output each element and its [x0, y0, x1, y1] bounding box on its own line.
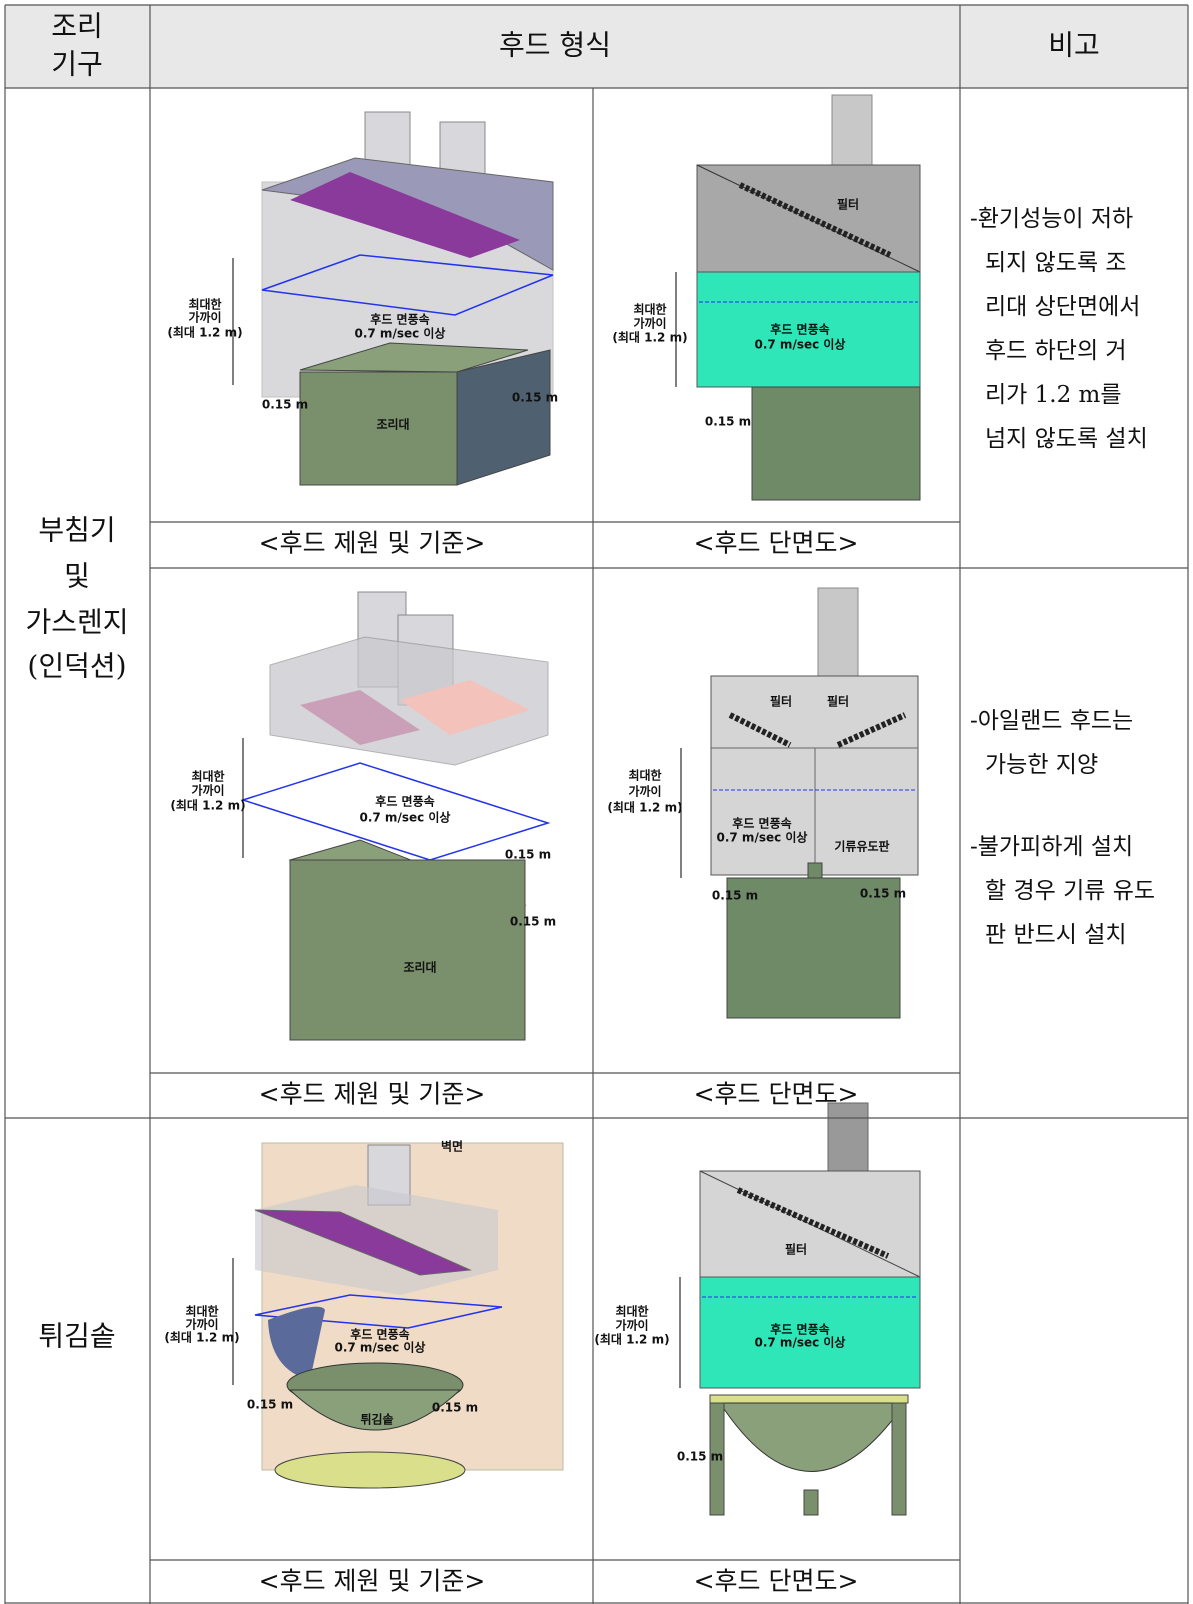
- diagram-label: 최대한: [191, 769, 224, 784]
- diagram-label: 후드 면풍속: [770, 1322, 829, 1337]
- remark-text: 넘지 않도록 설치: [985, 426, 1148, 452]
- header-cell: 조리: [51, 10, 103, 43]
- diagram-label: (최대 1.2 m): [607, 800, 682, 815]
- diagram-label: 최대한: [628, 768, 661, 783]
- diagram-label: 후드 면풍속: [770, 322, 829, 337]
- table-grid: [4, 4, 1189, 1604]
- diagram-label: 0.15 m: [262, 398, 308, 412]
- diagram-label: (최대 1.2 m): [170, 798, 245, 813]
- equipment-name: (인덕션): [27, 650, 126, 683]
- remark-text: 가능한 지양: [985, 752, 1098, 778]
- equipment-name: 및: [64, 560, 90, 593]
- diagram-label: 최대한: [615, 1304, 648, 1319]
- diagram-label: 후드 면풍속: [350, 1327, 409, 1342]
- remark-text: -환기성능이 저하: [970, 206, 1133, 232]
- diagram-label: 0.7 m/sec 이상: [355, 326, 446, 341]
- diagram-label: 0.7 m/sec 이상: [755, 337, 846, 352]
- diagram-label: 기류유도판: [834, 839, 889, 854]
- panel-caption: <후드 단면도>: [694, 529, 859, 558]
- diagram-label: 필터: [770, 694, 792, 709]
- header-cell: 후드 형식: [499, 29, 611, 62]
- diagram-label: 후드 면풍속: [375, 794, 434, 809]
- diagram-label: 최대한: [185, 1304, 218, 1319]
- diagram-label: 0.7 m/sec 이상: [335, 1340, 426, 1355]
- diagram-label: 0.7 m/sec 이상: [755, 1335, 846, 1350]
- diagram-label: 가까이: [191, 783, 224, 798]
- remark-text: -아일랜드 후드는: [970, 708, 1133, 734]
- remark-text: 리대 상단면에서: [985, 294, 1140, 320]
- diagram-label: 최대한: [633, 302, 666, 317]
- remark-text: 판 반드시 설치: [985, 922, 1127, 948]
- diagram-label: 최대한: [188, 297, 221, 312]
- equipment-name: 튀김솥: [38, 1320, 115, 1353]
- diagram-label: 조리대: [376, 417, 409, 432]
- diagram-island-hood-3d: [240, 591, 551, 1041]
- diagram-label: 0.15 m: [705, 415, 751, 429]
- diagram-label: 0.15 m: [512, 391, 558, 405]
- diagram-label: 0.7 m/sec 이상: [360, 810, 451, 825]
- remark-text: 후드 하단의 거: [985, 338, 1127, 364]
- panel-caption: <후드 제원 및 기준>: [259, 1567, 486, 1596]
- diagram-label: 0.15 m: [677, 1450, 723, 1464]
- panel-caption: <후드 제원 및 기준>: [259, 529, 486, 558]
- diagram-label: 0.15 m: [505, 848, 551, 862]
- diagram-label: (최대 1.2 m): [164, 1330, 239, 1345]
- remark-text: 할 경우 기류 유도: [985, 878, 1155, 904]
- diagram-label: 필터: [827, 694, 849, 709]
- remark-text: 되지 않도록 조: [985, 250, 1127, 276]
- header-cell: 기구: [51, 48, 103, 81]
- diagram-fryer-section: [679, 1102, 921, 1516]
- diagram-label: 0.15 m: [247, 1398, 293, 1412]
- diagram-label: 후드 면풍속: [732, 816, 791, 831]
- diagram-island-hood-section: [680, 587, 919, 1019]
- diagram-label: 가까이: [633, 316, 666, 331]
- diagram-label: 0.15 m: [432, 1401, 478, 1415]
- diagram-label: 가까이: [185, 1317, 218, 1332]
- header-bg: [5, 5, 1188, 88]
- panel-caption: <후드 제원 및 기준>: [259, 1080, 486, 1109]
- diagram-label: 가까이: [188, 310, 221, 325]
- equipment-name: 가스렌지: [25, 606, 128, 639]
- diagram-label: 가까이: [628, 784, 661, 799]
- equipment-name: 부침기: [38, 514, 115, 547]
- diagram-label: (최대 1.2 m): [594, 1332, 669, 1347]
- remark-text: 리가 1.2 m를: [985, 382, 1122, 408]
- diagram-label: 필터: [837, 197, 859, 212]
- diagram-label: 조리대: [403, 960, 436, 975]
- header-cell: 비고: [1048, 29, 1100, 62]
- panel-caption: <후드 단면도>: [694, 1567, 859, 1596]
- diagram-label: 벽면: [441, 1139, 463, 1154]
- diagram-label: 0.15 m: [860, 887, 906, 901]
- remark-text: -불가피하게 설치: [970, 834, 1133, 860]
- diagram-label: 0.15 m: [510, 915, 556, 929]
- diagram-label: 0.15 m: [712, 889, 758, 903]
- diagram-label: (최대 1.2 m): [612, 330, 687, 345]
- diagram-hood-3d: [232, 111, 554, 486]
- diagram-label: (최대 1.2 m): [167, 325, 242, 340]
- diagram-label: 가까이: [615, 1318, 648, 1333]
- diagram-label: 필터: [785, 1242, 807, 1257]
- diagram-hood-section: [675, 94, 921, 501]
- panel-caption: <후드 단면도>: [694, 1080, 859, 1109]
- diagram-label: 튀김솥: [360, 1412, 393, 1427]
- diagram-fryer-3d: [232, 1142, 564, 1489]
- diagram-label: 후드 면풍속: [370, 312, 429, 327]
- diagram-label: 0.7 m/sec 이상: [717, 830, 808, 845]
